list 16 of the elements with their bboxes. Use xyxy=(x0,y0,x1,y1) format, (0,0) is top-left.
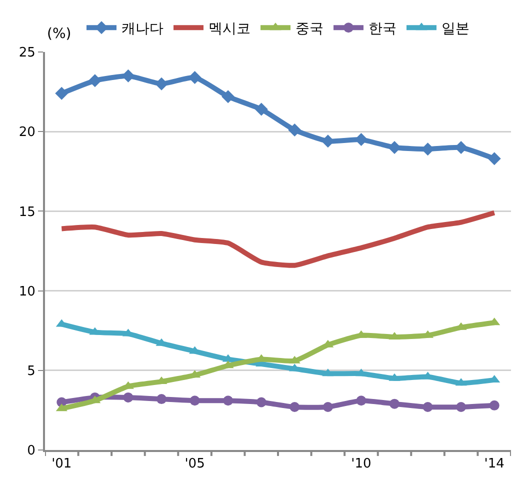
y-axis-title: (%) xyxy=(47,26,72,42)
x-tick-label: '14 xyxy=(484,456,504,472)
legend-label: 일본 xyxy=(442,21,470,38)
x-tick-label: '01 xyxy=(52,456,72,472)
y-tick-label: 25 xyxy=(18,46,36,61)
legend-label: 멕시코 xyxy=(208,21,250,38)
x-tick-label: '05 xyxy=(184,456,205,472)
legend-label: 한국 xyxy=(368,21,396,38)
legend-label: 캐나다 xyxy=(122,21,164,38)
y-tick-label: 10 xyxy=(18,284,36,300)
y-tick-label: 15 xyxy=(18,204,36,220)
y-tick-label: 20 xyxy=(18,125,36,140)
y-tick-label: 0 xyxy=(27,444,36,459)
x-tick-label: '10 xyxy=(351,456,372,472)
legend-label: 중국 xyxy=(296,21,324,38)
y-tick-label: 5 xyxy=(27,364,36,379)
